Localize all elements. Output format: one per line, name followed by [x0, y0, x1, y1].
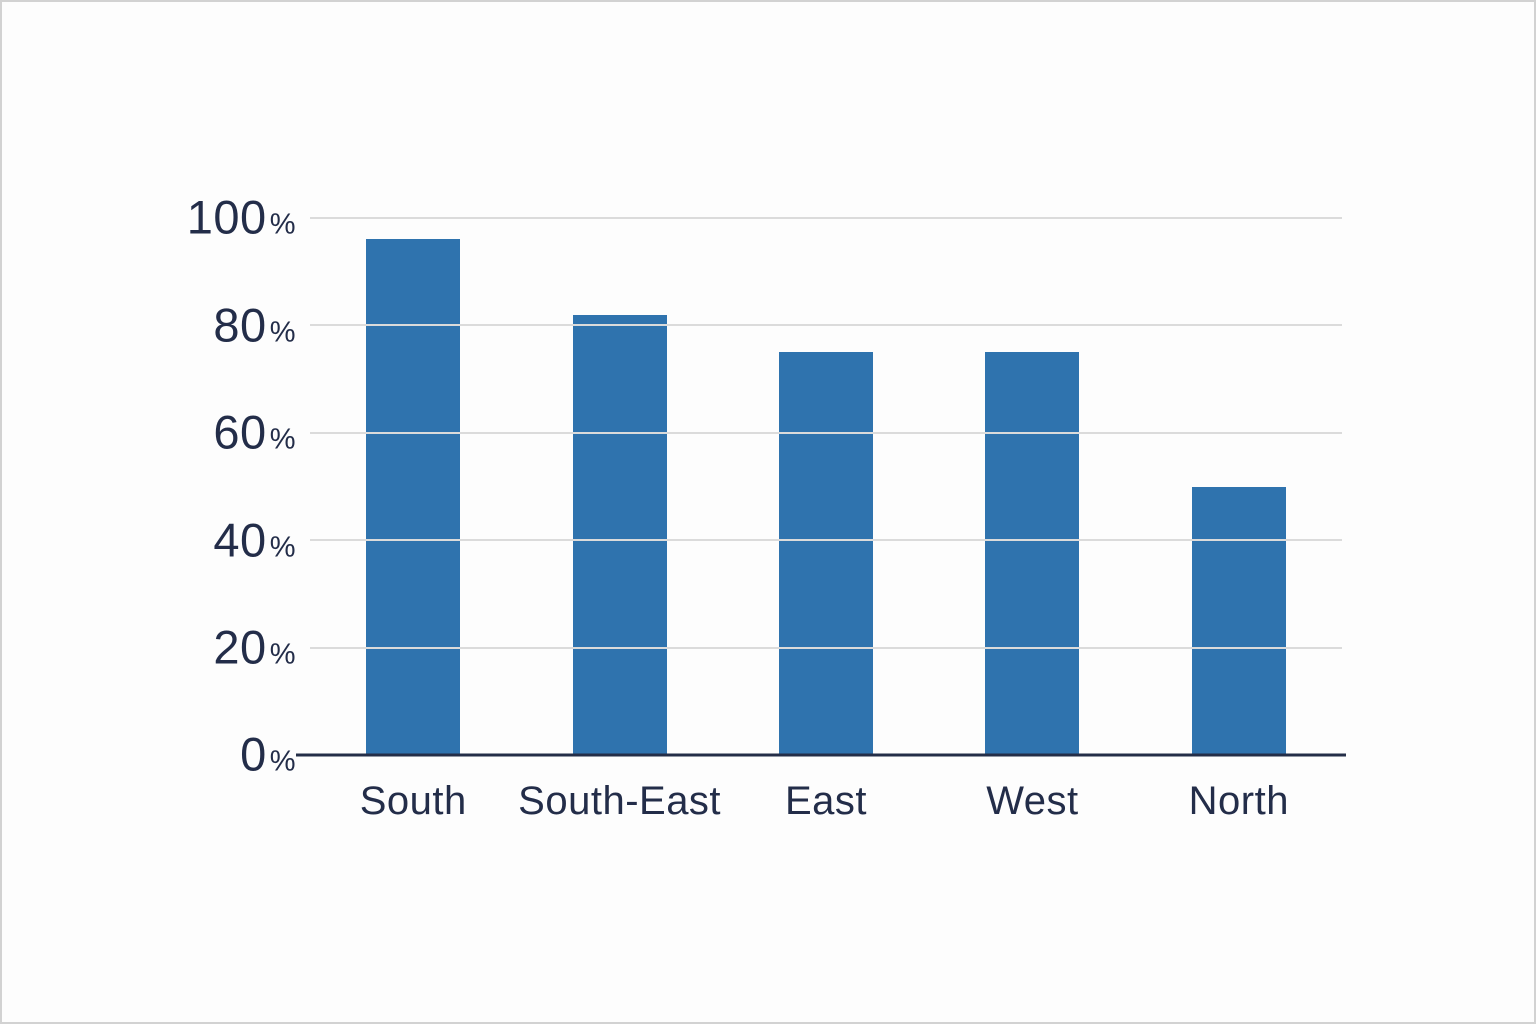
x-category-label-west: West [986, 779, 1079, 823]
bars-layer [310, 218, 1342, 755]
gridline-80 [310, 324, 1342, 327]
y-tick-label-60: 60% [213, 405, 296, 459]
bar-slot-north [1136, 218, 1342, 755]
x-axis-baseline [296, 753, 1346, 757]
gridline-100 [310, 217, 1342, 219]
percent-sign: % [269, 423, 296, 456]
bar-east [779, 352, 874, 755]
x-axis-category-labels: South South-East East West North [310, 779, 1342, 823]
y-tick-label-80: 80% [213, 298, 296, 352]
percent-sign: % [269, 638, 296, 671]
y-tick-label-20: 20% [213, 620, 296, 674]
y-tick-value: 80 [213, 298, 267, 352]
y-tick-label-100: 100% [186, 190, 296, 244]
x-category-label-south: South [359, 779, 467, 823]
x-category-label-east: East [784, 779, 868, 823]
bar-slot-south [310, 218, 516, 755]
percent-sign: % [269, 530, 296, 563]
y-tick-value: 100 [186, 190, 267, 244]
percent-sign: % [269, 745, 296, 778]
x-category-label-north: North [1188, 779, 1289, 823]
gridline-60 [310, 431, 1342, 434]
y-tick-label-40: 40% [213, 512, 296, 566]
percent-sign: % [269, 208, 296, 241]
gridline-20 [310, 646, 1342, 649]
y-tick-value: 0 [240, 727, 267, 781]
y-tick-value: 20 [213, 620, 267, 674]
y-axis-tick-labels: 0% 20% 40% 60% 80% 100% [2, 194, 296, 778]
bar-south [366, 239, 461, 755]
bar-south-east [572, 314, 667, 755]
bar-slot-south-east [516, 218, 722, 755]
bar-slot-west [929, 218, 1135, 755]
bar-north [1191, 486, 1286, 755]
y-tick-label-0: 0% [240, 727, 296, 781]
gridline-40 [310, 539, 1342, 542]
percent-sign: % [269, 316, 296, 349]
y-tick-value: 40 [213, 512, 267, 566]
plot-area [296, 217, 1346, 757]
x-category-label-south-east: South-East [518, 779, 722, 823]
bar-west [985, 352, 1080, 755]
bar-slot-east [723, 218, 929, 755]
y-tick-value: 60 [213, 405, 267, 459]
